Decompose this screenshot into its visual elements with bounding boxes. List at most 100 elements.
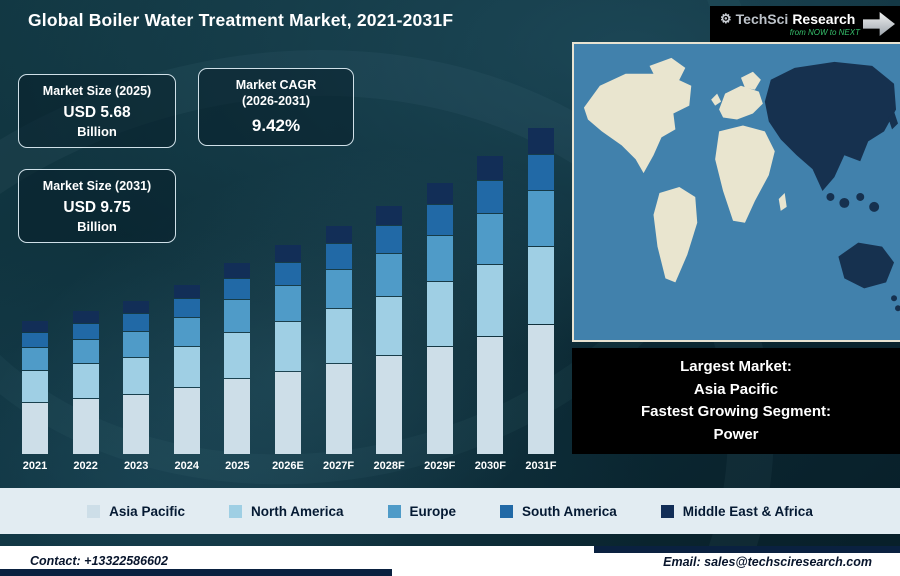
x-axis-label: 2028F [373, 460, 405, 472]
bar-segment-north-america [224, 333, 251, 379]
bar-segment-asia-pacific [22, 402, 48, 454]
bar-stack [477, 156, 504, 454]
callout-line: Fastest Growing Segment: [640, 403, 832, 420]
bar-column: 2028F [366, 205, 412, 472]
x-axis-label: 2030F [474, 460, 506, 472]
bar-segment-middle-east-africa [325, 225, 352, 244]
bar-segment-asia-pacific [224, 379, 251, 454]
callout-line: Largest Market: [680, 358, 792, 375]
stat-unit: Billion [77, 123, 117, 139]
bar-stack [274, 245, 301, 454]
legend: Asia Pacific North America Europe South Ame… [0, 488, 900, 534]
x-axis-label: 2025 [225, 460, 250, 472]
map-se-asia-island [839, 197, 850, 208]
stat-label: Market Size (2025) [42, 84, 152, 98]
bar-stack [173, 285, 200, 454]
bar-segment-europe [224, 300, 251, 333]
bar-segment-middle-east-africa [426, 182, 453, 205]
bar-segment-north-america [325, 309, 352, 364]
bar-segment-asia-pacific [527, 325, 554, 454]
x-axis-label: 2021 [22, 460, 48, 472]
bar-segment-europe [527, 191, 554, 247]
bar-segment-middle-east-africa [173, 285, 200, 299]
x-axis-label: 2026E [272, 460, 304, 472]
callout-line: Power [713, 425, 759, 443]
bar-stack [426, 182, 453, 454]
x-axis-label: 2022 [73, 460, 98, 472]
bar-segment-asia-pacific [274, 372, 301, 454]
bar-column: 2026E [265, 245, 311, 472]
map-new-zealand [891, 295, 898, 302]
bar-stack [376, 205, 403, 454]
map-south-america [653, 187, 698, 283]
stat-label: Market Size (2031) [42, 179, 152, 193]
legend-item-south-america: South America [500, 504, 617, 519]
bar-segment-south-america [376, 226, 403, 254]
bar-segment-north-america [123, 357, 150, 394]
footer-email: Email: sales@techsciresearch.com [663, 555, 872, 569]
bar-segment-middle-east-africa [274, 245, 301, 262]
bar-segment-asia-pacific [123, 394, 150, 454]
footer-contact: Contact: +13322586602 [30, 554, 168, 568]
bar-stack [325, 225, 352, 454]
bar-segment-middle-east-africa [376, 205, 403, 226]
bar-stack [224, 262, 251, 454]
x-axis-label: 2024 [174, 460, 200, 472]
bar-segment-south-america [274, 262, 301, 286]
map-africa [715, 125, 775, 223]
bar-segment-middle-east-africa [527, 128, 554, 155]
bar-column: 2022 [63, 311, 109, 472]
bar-segment-south-america [123, 314, 150, 331]
stat-value: 9.42% [251, 116, 301, 136]
logo-tagline: from NOW to NEXT [789, 27, 860, 37]
bar-segment-middle-east-africa [72, 311, 99, 323]
bar-segment-south-america [325, 244, 352, 270]
bar-segment-south-america [72, 323, 99, 339]
legend-label: South America [522, 503, 617, 519]
map-uk [711, 93, 722, 106]
world-map-svg [574, 44, 900, 340]
market-size-2031-box: Market Size (2031) USD 9.75 Billion [18, 169, 176, 243]
bar-segment-europe [376, 254, 403, 296]
bar-segment-europe [477, 214, 504, 264]
bar-segment-middle-east-africa [477, 156, 504, 180]
logo-brand-first: TechSci [735, 10, 789, 27]
logo-brand-second: Research [792, 10, 856, 27]
gear-icon: ⚙ [720, 11, 732, 26]
map-new-zealand [895, 305, 900, 312]
bar-segment-south-america [22, 332, 48, 347]
bar-segment-north-america [527, 247, 554, 325]
bar-column: 2025 [214, 262, 260, 472]
stacked-bar-chart: 2021 2022 2023 2024 2025 2026E 2027F 2028F 2029F… [12, 106, 564, 472]
map-landmasses [583, 57, 787, 283]
bar-segment-asia-pacific [376, 356, 403, 454]
legend-label: North America [250, 503, 344, 519]
legend-swatch-south-america [500, 504, 514, 518]
bar-segment-south-america [527, 155, 554, 191]
bar-stack [123, 301, 150, 454]
stat-unit: Billion [77, 218, 117, 234]
x-axis-label: 2029F [424, 460, 456, 472]
largest-market-callout: Largest Market: Asia Pacific Fastest Gro… [572, 348, 900, 454]
bar-stack [72, 311, 99, 454]
footer: Contact: +13322586602 Email: sales@techs… [0, 546, 900, 576]
bar-column: 2023 [113, 301, 159, 472]
map-australia [838, 242, 895, 289]
x-axis-label: 2027F [322, 460, 355, 472]
bar-segment-europe [123, 331, 150, 357]
legend-label: Middle East & Africa [682, 503, 813, 519]
legend-item-europe: Europe [387, 504, 456, 519]
bar-column: 2024 [164, 285, 210, 472]
bar-segment-south-america [426, 205, 453, 235]
bar-segment-europe [173, 318, 200, 347]
stat-label: (2026-2031) [241, 93, 311, 108]
bar-segment-north-america [426, 282, 453, 347]
x-axis-label: 2023 [123, 460, 149, 472]
bar-segment-asia-pacific [477, 336, 504, 454]
bar-column: 2031F [518, 128, 564, 472]
legend-swatch-europe [387, 504, 401, 518]
bar-segment-north-america [72, 364, 99, 398]
bar-column: 2029F [417, 182, 463, 472]
stat-value: USD 9.75 [63, 198, 131, 216]
bar-segment-south-america [224, 278, 251, 300]
